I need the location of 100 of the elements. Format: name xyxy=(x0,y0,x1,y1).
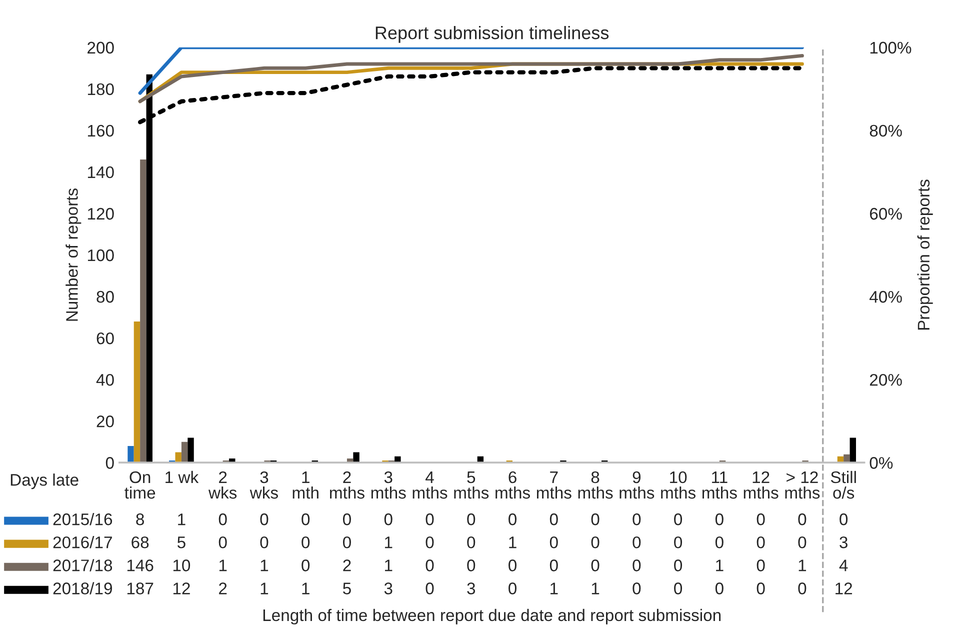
data-label: 0 xyxy=(343,536,351,548)
x-tick-label: 8 mths xyxy=(578,471,613,499)
legend-label: 2018/19 xyxy=(53,582,112,594)
data-label: 0 xyxy=(674,582,682,594)
y2-tick-label: 0% xyxy=(870,457,893,469)
data-label: 0 xyxy=(756,536,765,548)
data-label: 0 xyxy=(302,560,310,572)
bar xyxy=(175,452,182,463)
y2-tick-label: 40% xyxy=(870,290,902,303)
data-label: 0 xyxy=(550,513,558,526)
x-tick-label: 5 mths xyxy=(454,472,489,499)
text: Length of time between report due date and report submission xyxy=(263,608,721,624)
data-label: 0 xyxy=(550,560,558,572)
y-axis-title: Number of reports xyxy=(66,188,82,321)
data-label: 8 xyxy=(136,513,144,526)
data-label: 0 xyxy=(632,536,641,548)
data-label: 5 xyxy=(343,582,351,594)
x-tick-label: 12 mths xyxy=(744,471,778,499)
data-label: 68 xyxy=(132,536,149,548)
bar xyxy=(128,446,134,463)
x-tick-label: 6 mths xyxy=(496,471,530,499)
data-label: 0 xyxy=(591,536,600,548)
y-tick-label: 140 xyxy=(88,166,114,178)
x-tick-label: 7 mths xyxy=(536,472,572,499)
data-label: 0 xyxy=(715,513,724,526)
data-label: 2 xyxy=(343,560,351,572)
bar xyxy=(134,321,140,463)
x-tick-label: 2 wks xyxy=(208,471,237,499)
chart-title: Report submission timeliness xyxy=(376,26,609,43)
y2-tick-label: 60% xyxy=(870,208,902,220)
data-label: 1 xyxy=(219,560,227,572)
data-label: 12 xyxy=(173,582,190,594)
data-label: 0 xyxy=(302,513,310,526)
data-label: 1 xyxy=(302,582,310,594)
data-label: 12 xyxy=(836,582,852,594)
bar xyxy=(844,454,850,463)
y2-tick-label: 20% xyxy=(870,374,902,386)
data-label: 1 xyxy=(798,560,806,572)
y2-tick-label: 100% xyxy=(870,42,912,54)
data-label: 3 xyxy=(840,536,848,548)
data-label: 0 xyxy=(798,513,806,526)
x-tick-label: Still o/s xyxy=(830,470,856,499)
data-label: 0 xyxy=(756,513,765,526)
legend-label: 2016/17 xyxy=(53,536,112,548)
x-tick-label: On time xyxy=(124,471,156,499)
data-label: 0 xyxy=(715,582,724,594)
bar xyxy=(140,160,146,463)
bar xyxy=(850,438,856,463)
data-label: 1 xyxy=(385,536,392,548)
bar xyxy=(181,442,188,463)
y-tick-label: 180 xyxy=(88,83,114,96)
data-label: 0 xyxy=(798,536,806,548)
data-label: 0 xyxy=(426,513,434,526)
y-tick-label: 120 xyxy=(88,208,114,220)
y-tick-label: 60 xyxy=(96,332,114,344)
y2-axis-title: Proportion of reports xyxy=(917,180,933,330)
data-label: 1 xyxy=(592,582,600,594)
data-label: 3 xyxy=(384,582,392,594)
data-label: 0 xyxy=(674,536,682,548)
x-tick-label: 1 mth xyxy=(292,472,318,499)
data-label: 0 xyxy=(508,560,516,572)
data-label: 0 xyxy=(632,560,641,572)
x-tick-label: 10 mths xyxy=(661,471,696,499)
y-tick-label: 100 xyxy=(88,249,114,262)
bar xyxy=(188,438,194,463)
x-tick-label: 3 mths xyxy=(371,471,406,499)
data-label: 0 xyxy=(260,513,268,526)
data-label: 0 xyxy=(467,513,476,526)
data-label: 4 xyxy=(839,560,848,572)
legend-label: 2017/18 xyxy=(53,559,112,572)
x-tick-label: 2 mths xyxy=(330,471,364,499)
data-label: 1 xyxy=(716,560,724,572)
data-label: 0 xyxy=(508,513,516,526)
data-label: 0 xyxy=(591,513,600,526)
data-label: 187 xyxy=(127,582,154,594)
bar xyxy=(394,456,401,463)
data-label: 1 xyxy=(550,582,558,594)
x-tick-label: > 12 mths xyxy=(785,471,820,499)
x-tick-label: 4 mths xyxy=(412,472,448,499)
data-label: 0 xyxy=(756,560,765,572)
legend-label: 2015/16 xyxy=(53,512,112,526)
y-tick-label: 80 xyxy=(96,290,114,303)
data-label: 0 xyxy=(715,536,724,548)
x-tick-label: 11 mths xyxy=(702,472,737,499)
data-label: 0 xyxy=(302,536,310,548)
data-label: 0 xyxy=(550,536,558,548)
data-label: 0 xyxy=(343,513,351,526)
data-label: 0 xyxy=(674,513,682,526)
data-label: 0 xyxy=(467,560,476,572)
data-label: 0 xyxy=(508,582,516,594)
data-label: 0 xyxy=(798,582,806,594)
data-label: 10 xyxy=(173,560,190,572)
data-label: 0 xyxy=(218,513,227,526)
data-label: 0 xyxy=(218,536,227,548)
data-label: 0 xyxy=(426,536,434,548)
data-label: 0 xyxy=(426,582,434,594)
data-label: 0 xyxy=(384,513,392,526)
data-label: 1 xyxy=(260,560,268,572)
bar xyxy=(353,452,360,463)
data-label: 0 xyxy=(260,536,268,548)
